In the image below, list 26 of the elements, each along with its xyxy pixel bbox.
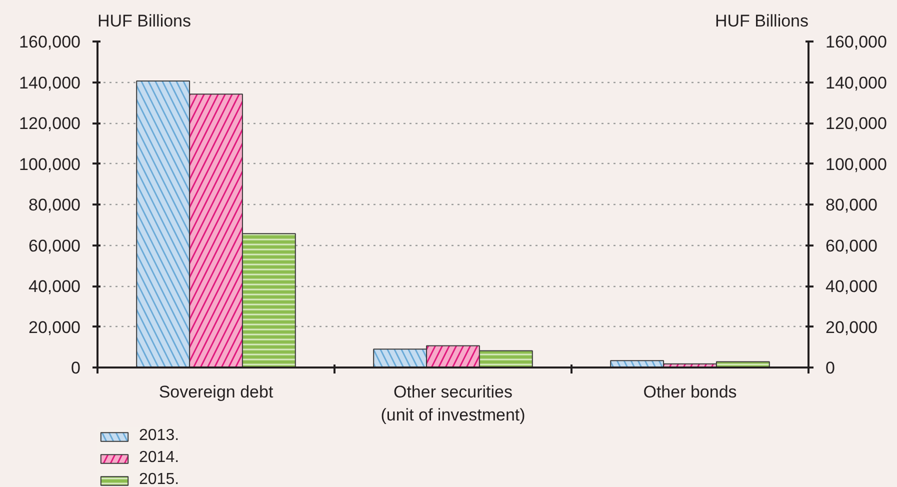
y-axis-title: HUF Billions: [98, 12, 192, 30]
y-tick-label: 140,000: [19, 73, 80, 92]
y-tick-label: 40,000: [28, 277, 81, 296]
y2-tick-label: 40,000: [826, 277, 878, 296]
x-tick-label: Other securities (unit of investment): [380, 382, 526, 424]
y2-tick-label: 160,000: [826, 32, 887, 52]
y-tick-label: 160,000: [19, 32, 80, 52]
legend-label: 2015.: [139, 471, 180, 487]
y2-tick-label: 60,000: [826, 236, 878, 256]
y2-axis-title: HUF Billions: [714, 12, 809, 30]
y-tick-label: 120,000: [19, 114, 80, 133]
y-tick-label: 60,000: [28, 236, 81, 256]
y-tick-label: 0: [71, 358, 81, 378]
x-tick-label: Sovereign debt: [158, 382, 274, 402]
y-tick-label: 20,000: [28, 318, 81, 337]
legend-label: 2014.: [139, 449, 180, 467]
y2-tick-label: 80,000: [826, 196, 878, 214]
x-tick-label: Other bonds: [643, 382, 737, 402]
y2-tick-label: 20,000: [826, 318, 878, 337]
y2-tick-label: 120,000: [826, 114, 887, 133]
y-tick-label: 100,000: [19, 154, 80, 174]
y2-tick-label: 100,000: [826, 154, 887, 174]
legend-label: 2013.: [139, 427, 180, 445]
y-tick-label: 80,000: [28, 196, 81, 214]
y2-tick-label: 140,000: [826, 73, 887, 92]
y2-tick-label: 0: [826, 358, 835, 378]
